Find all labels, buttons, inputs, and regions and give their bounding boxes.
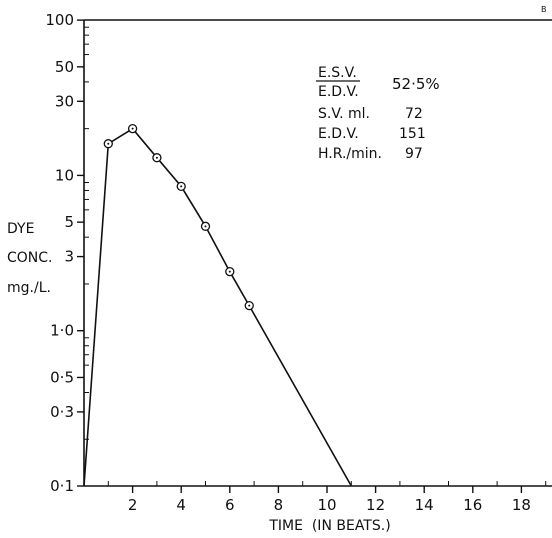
ratio-numerator: E.S.V. (318, 65, 357, 81)
edv-value: 151 (399, 126, 426, 142)
x-tick-label: 12 (366, 496, 385, 514)
data-point-center (204, 225, 207, 228)
y-axis-label-line-2: CONC. (7, 250, 53, 266)
x-tick-label: 4 (176, 496, 186, 514)
x-tick-label: 14 (415, 496, 434, 514)
y-tick-label: 5 (64, 213, 74, 231)
y-tick-label: 10 (55, 166, 74, 184)
hr-value: 97 (405, 146, 423, 162)
x-tick-label: 6 (225, 496, 235, 514)
y-ticks: 0·1 0·3 0·5 1·0 3 5 10 30 50 100 (45, 11, 84, 495)
data-point-center (155, 156, 158, 159)
data-point-center (107, 142, 110, 145)
sv-value: 72 (405, 106, 423, 122)
minor-ticks (84, 26, 547, 486)
edv-label: E.D.V. (318, 126, 359, 142)
corner-mark: B (541, 5, 547, 14)
hr-label: H.R./min. (318, 146, 382, 162)
y-tick-label: 30 (55, 92, 74, 110)
sv-label: S.V. ml. (318, 106, 370, 122)
x-ticks: 2 4 6 8 10 12 14 16 18 (128, 486, 531, 514)
x-axis-label: TIME (IN BEATS.) (268, 518, 390, 534)
annotation-block: E.S.V. E.D.V. 52·5% S.V. ml. 72 E.D.V. 1… (316, 65, 440, 162)
data-point-center (131, 127, 134, 130)
series-line (83, 127, 352, 487)
series (83, 124, 352, 487)
x-tick-label: 18 (512, 496, 531, 514)
y-axis-label: DYE CONC. mg./L. (7, 221, 53, 296)
data-point-center (248, 304, 251, 307)
y-tick-label: 100 (45, 11, 74, 29)
ratio-value: 52·5% (392, 75, 440, 93)
x-tick-label: 16 (463, 496, 482, 514)
axes (83, 19, 552, 487)
y-tick-label: 3 (64, 248, 74, 266)
data-point-center (180, 185, 183, 188)
y-tick-label: 0·5 (50, 368, 74, 386)
ratio-denominator: E.D.V. (318, 84, 359, 100)
y-axis-label-line-3: mg./L. (7, 280, 51, 296)
y-tick-label: 1·0 (50, 322, 74, 340)
y-axis-label-line-1: DYE (7, 221, 34, 237)
x-tick-label: 8 (274, 496, 284, 514)
x-tick-label: 2 (128, 496, 138, 514)
y-tick-label: 0·3 (50, 403, 74, 421)
y-tick-label: 0·1 (50, 477, 74, 495)
y-tick-label: 50 (55, 58, 74, 76)
x-tick-label: 10 (317, 496, 336, 514)
data-point-center (228, 270, 231, 273)
